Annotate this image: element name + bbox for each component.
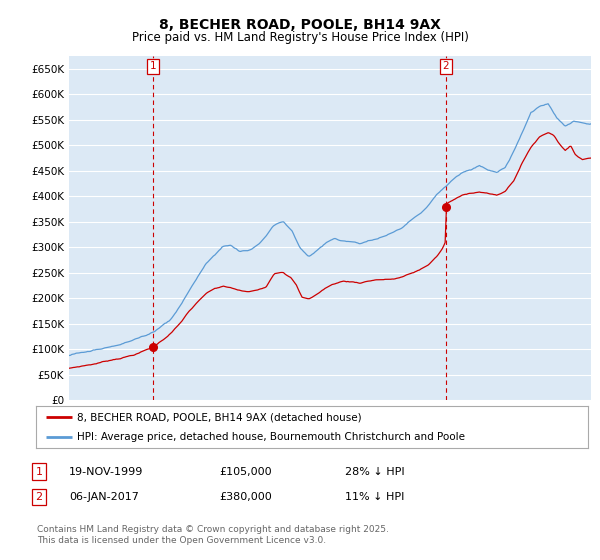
Text: 06-JAN-2017: 06-JAN-2017 bbox=[69, 492, 139, 502]
Text: 11% ↓ HPI: 11% ↓ HPI bbox=[345, 492, 404, 502]
Text: 2: 2 bbox=[35, 492, 43, 502]
Text: £105,000: £105,000 bbox=[219, 466, 272, 477]
Text: HPI: Average price, detached house, Bournemouth Christchurch and Poole: HPI: Average price, detached house, Bour… bbox=[77, 432, 466, 442]
Text: Price paid vs. HM Land Registry's House Price Index (HPI): Price paid vs. HM Land Registry's House … bbox=[131, 31, 469, 44]
Text: 2: 2 bbox=[443, 61, 449, 71]
Text: 8, BECHER ROAD, POOLE, BH14 9AX: 8, BECHER ROAD, POOLE, BH14 9AX bbox=[159, 18, 441, 32]
Text: 1: 1 bbox=[149, 61, 156, 71]
Text: 1: 1 bbox=[35, 466, 43, 477]
Text: 8, BECHER ROAD, POOLE, BH14 9AX (detached house): 8, BECHER ROAD, POOLE, BH14 9AX (detache… bbox=[77, 412, 362, 422]
Text: £380,000: £380,000 bbox=[219, 492, 272, 502]
Text: Contains HM Land Registry data © Crown copyright and database right 2025.
This d: Contains HM Land Registry data © Crown c… bbox=[37, 525, 389, 545]
Text: 28% ↓ HPI: 28% ↓ HPI bbox=[345, 466, 404, 477]
Text: 19-NOV-1999: 19-NOV-1999 bbox=[69, 466, 143, 477]
